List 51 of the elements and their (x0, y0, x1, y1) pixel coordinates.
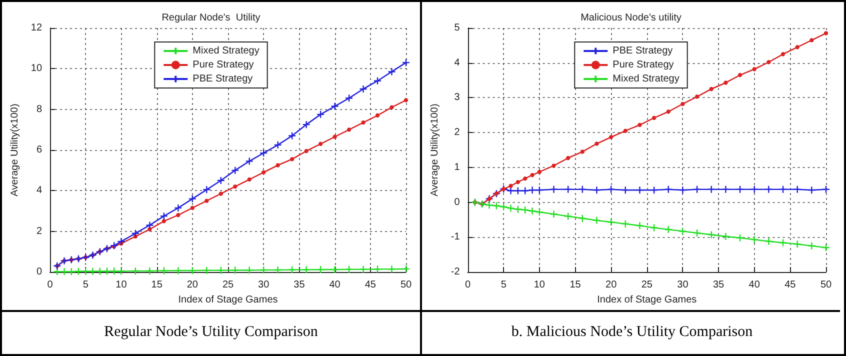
x-tick-label: 10 (534, 280, 546, 290)
legend-label: Pure Strategy (192, 60, 254, 70)
x-tick-label: 15 (570, 280, 582, 290)
y-tick-label: 0 (36, 266, 42, 278)
x-tick-label: 45 (784, 280, 796, 290)
x-tick-label: 50 (820, 280, 832, 290)
x-tick-label: 5 (82, 280, 89, 290)
y-tick-label: 2 (454, 127, 460, 138)
x-tick-label: 40 (329, 280, 341, 290)
y-tick-label: 1 (454, 162, 460, 173)
chart-title: Regular Node's Utility (162, 12, 260, 24)
y-tick-label: 4 (454, 57, 460, 68)
y-tick-label: 0 (454, 196, 460, 208)
x-tick-label: 10 (116, 280, 128, 290)
y-axis-title: Average Utility(x100) (430, 104, 440, 196)
y-tick-label: -2 (450, 266, 460, 278)
y-tick-label: 12 (30, 22, 42, 34)
y-tick-label: 3 (454, 92, 460, 104)
legend-label: Pure Strategy (612, 60, 674, 70)
y-tick-label: 2 (36, 226, 42, 237)
chart-title: Malicious Node's utility (580, 12, 682, 24)
x-tick-label: 20 (606, 280, 618, 290)
x-tick-label: 20 (186, 280, 198, 290)
text: b. Malicious Node’s Utility Comparison (510, 323, 754, 341)
legend-label: PBE Strategy (192, 74, 253, 84)
y-tick-label: -1 (450, 232, 460, 243)
y-tick-label: 5 (454, 22, 460, 34)
x-tick-label: 25 (641, 280, 653, 290)
x-tick-label: 35 (712, 280, 725, 290)
x-tick-label: 30 (677, 280, 689, 290)
x-tick-label: 30 (258, 280, 270, 290)
y-tick-label: 4 (36, 185, 42, 196)
y-tick-label: 10 (30, 63, 42, 74)
text: Regular Node’s Utility Comparison (103, 323, 319, 341)
x-tick-label: 0 (465, 280, 472, 290)
legend-label: Mixed Strategy (612, 74, 680, 84)
x-tick-label: 25 (222, 280, 234, 290)
x-tick-label: 5 (500, 280, 507, 290)
y-tick-label: 8 (36, 104, 42, 115)
x-tick-label: 35 (294, 280, 306, 290)
x-axis-title: Index of Stage Games (597, 294, 697, 306)
x-tick-label: 40 (748, 280, 760, 290)
x-tick-label: 45 (364, 280, 376, 290)
legend-label: PBE Strategy (612, 46, 673, 56)
x-tick-label: 0 (47, 280, 54, 290)
legend-label: Mixed Strategy (192, 46, 260, 56)
x-tick-label: 50 (400, 280, 412, 290)
x-axis-title: Index of Stage Games (178, 294, 278, 306)
y-tick-label: 6 (36, 144, 42, 156)
y-axis-title: Average Utility(x100) (10, 104, 20, 196)
x-tick-label: 15 (151, 280, 163, 290)
